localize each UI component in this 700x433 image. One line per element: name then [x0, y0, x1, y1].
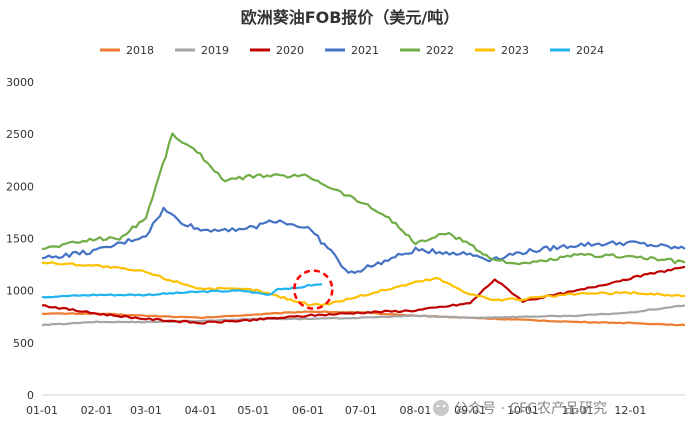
x-tick-label: 02-01 — [81, 404, 113, 417]
x-tick-label: 12-01 — [614, 404, 646, 417]
x-tick-label: 03-01 — [130, 404, 162, 417]
legend-label-2019: 2019 — [201, 44, 229, 57]
y-tick-label: 1500 — [6, 233, 34, 246]
x-tick-label: 05-01 — [237, 404, 269, 417]
annotations — [293, 269, 334, 310]
wechat-icon — [433, 400, 449, 416]
legend-label-2024: 2024 — [576, 44, 604, 57]
chart-title: 欧洲葵油FOB报价（美元/吨） — [241, 8, 460, 27]
y-tick-label: 500 — [13, 337, 34, 350]
highlight-circle — [293, 269, 334, 310]
x-tick-label: 09-01 — [454, 404, 486, 417]
series-line-2024 — [41, 283, 323, 299]
legend-label-2023: 2023 — [501, 44, 529, 57]
x-tick-label: 01-01 — [26, 404, 58, 417]
legend-label-2021: 2021 — [351, 44, 379, 57]
y-tick-label: 0 — [27, 389, 34, 402]
series-line-2023 — [41, 261, 686, 307]
wechat-icon-eye-right — [442, 404, 446, 408]
y-axis: 0 500 1000 1500 2000 2500 3000 — [6, 76, 34, 402]
y-tick-label: 2000 — [6, 180, 34, 193]
x-tick-label: 10-01 — [507, 404, 539, 417]
wechat-icon-eye-left — [436, 404, 440, 408]
series-line-2022 — [41, 132, 686, 266]
series-line-2020 — [41, 265, 686, 325]
x-tick-label: 06-01 — [292, 404, 324, 417]
y-tick-label: 2500 — [6, 128, 34, 141]
watermark: 公众号 · CFC农产品研究 — [433, 400, 607, 417]
x-tick-label: 08-01 — [399, 404, 431, 417]
y-tick-label: 1000 — [6, 285, 34, 298]
legend: 2018 2019 2020 2021 2022 2023 2024 — [100, 44, 604, 57]
legend-label-2022: 2022 — [426, 44, 454, 57]
x-tick-label: 04-01 — [185, 404, 217, 417]
x-tick-label: 11-01 — [562, 404, 594, 417]
legend-label-2020: 2020 — [276, 44, 304, 57]
legend-label-2018: 2018 — [126, 44, 154, 57]
x-tick-label: 07-01 — [345, 404, 377, 417]
watermark-text: 公众号 · CFC农产品研究 — [454, 401, 607, 417]
x-axis: 01-01 02-01 03-01 04-01 05-01 06-01 07-01 08-01… — [26, 394, 685, 417]
series-line-2019 — [41, 304, 686, 327]
y-tick-label: 3000 — [6, 76, 34, 89]
plot-area — [41, 132, 686, 327]
series-line-2021 — [41, 206, 686, 274]
